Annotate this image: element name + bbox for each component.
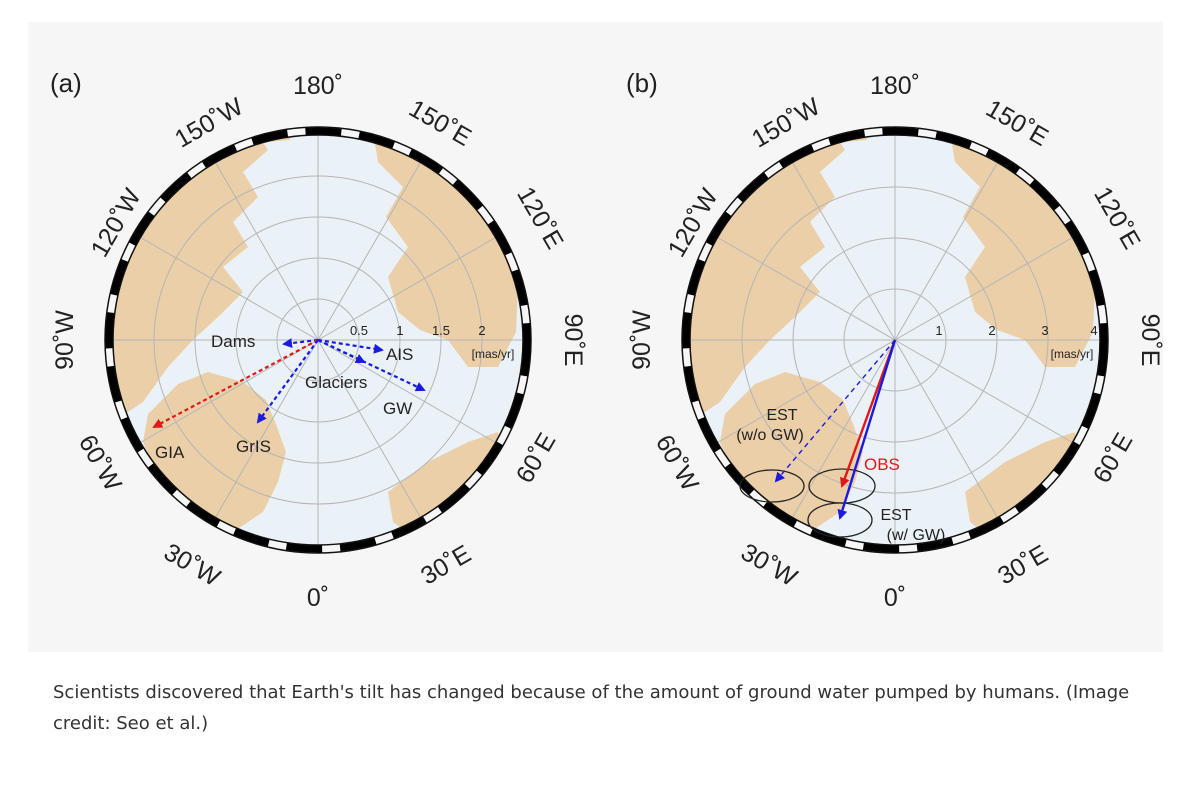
panel-a-label: (a) <box>50 68 82 98</box>
label-150w: 150˚W <box>170 92 248 153</box>
land-masses <box>690 135 1095 537</box>
label-150e: 150˚E <box>404 94 476 152</box>
label-0: 0˚ <box>307 584 329 612</box>
glaciers-label: Glaciers <box>305 373 367 392</box>
label-180: 180˚ <box>293 72 343 100</box>
label-30w: 30˚W <box>159 538 225 592</box>
scale-tick: 2 <box>478 323 485 338</box>
panel-a: (a) <box>50 68 587 612</box>
scale-tick: 2 <box>988 323 995 338</box>
scale-tick: 0.5 <box>350 323 368 338</box>
frame-border <box>105 127 531 553</box>
figure: (a) <box>28 22 1163 652</box>
label-120e: 120˚E <box>511 182 569 254</box>
vectors-a: Dams AIS Glaciers GW GIA GrIS <box>152 332 426 462</box>
scale-tick: 1 <box>396 323 403 338</box>
label-120e: 120˚E <box>1088 182 1146 254</box>
est-wo-label-2: (w/o GW) <box>736 427 804 444</box>
gia-label: GIA <box>155 443 185 462</box>
est-w-gw-arrow <box>837 339 897 520</box>
polar-map-a <box>104 126 532 554</box>
gris-arrow <box>256 339 319 424</box>
label-30w: 30˚W <box>736 538 802 592</box>
dams-arrow <box>282 338 319 349</box>
scale-unit: [mas/yr] <box>1051 347 1094 361</box>
scale-unit: [mas/yr] <box>472 347 515 361</box>
polar-map-b <box>681 126 1109 554</box>
ais-arrow <box>317 338 384 354</box>
label-60w: 60˚W <box>650 430 704 496</box>
label-90w: 90˚W <box>51 310 79 370</box>
obs-arrow <box>840 339 897 488</box>
label-30e: 30˚E <box>416 540 476 591</box>
scale-tick: 3 <box>1041 323 1048 338</box>
obs-label: OBS <box>864 455 900 474</box>
gw-arrow <box>317 339 426 392</box>
est-wo-label-1: EST <box>766 407 797 424</box>
label-90e: 90˚E <box>1136 314 1163 367</box>
label-90e: 90˚E <box>559 314 587 367</box>
gia-arrow <box>152 339 319 428</box>
gris-label: GrIS <box>236 437 271 456</box>
gw-label: GW <box>383 399 412 418</box>
uncertainty-ellipse-est-w <box>807 502 873 538</box>
est-w-label-2: (w/ GW) <box>887 527 946 544</box>
panel-b-label: (b) <box>626 68 658 98</box>
est-wo-gw-arrow <box>774 339 896 483</box>
label-60e: 60˚E <box>511 428 562 488</box>
label-60e: 60˚E <box>1088 428 1139 488</box>
est-w-label-1: EST <box>880 507 911 524</box>
scale-tick: 4 <box>1090 323 1097 338</box>
label-180: 180˚ <box>870 72 920 100</box>
vectors-b: EST (w/o GW) OBS EST (w/ GW) <box>736 339 946 544</box>
label-60w: 60˚W <box>73 430 127 496</box>
ais-label: AIS <box>386 345 413 364</box>
label-150w: 150˚W <box>747 92 825 153</box>
label-150e: 150˚E <box>981 94 1053 152</box>
figure-caption: Scientists discovered that Earth's tilt … <box>53 682 1130 734</box>
label-30e: 30˚E <box>993 540 1053 591</box>
scale-tick: 1 <box>935 323 942 338</box>
label-0: 0˚ <box>884 584 906 612</box>
panel-b: (b) <box>626 68 1163 612</box>
dams-label: Dams <box>211 332 255 351</box>
uncertainty-ellipse-est-wo <box>739 469 805 503</box>
frame-border <box>682 127 1108 553</box>
scale-tick: 1.5 <box>432 323 450 338</box>
scale-a: 0.5 1 1.5 2 [mas/yr] <box>350 323 514 361</box>
scale-b: 1 2 3 4 [mas/yr] <box>935 323 1097 361</box>
label-90w: 90˚W <box>628 310 656 370</box>
